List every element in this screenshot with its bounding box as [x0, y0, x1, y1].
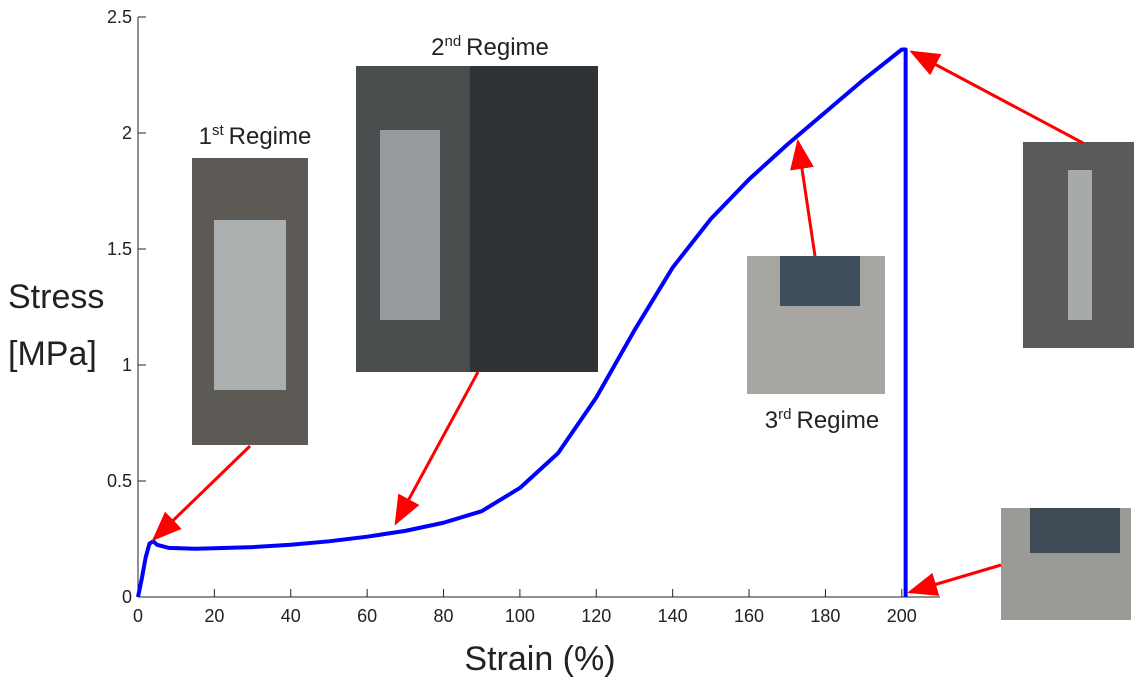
annotation-word: Regime — [229, 123, 312, 150]
x-tick-label: 120 — [581, 606, 611, 626]
x-tick-label: 180 — [810, 606, 840, 626]
annotation-suffix: rd — [778, 406, 791, 423]
x-tick-label: 140 — [658, 606, 688, 626]
y-tick-label: 2.5 — [107, 7, 132, 27]
chart: 0 20 40 60 80 100 120 140 160 180 200 0 0.5 1 1.5 2 2.5 S… — [0, 0, 1134, 679]
y-tick-label: 0.5 — [107, 471, 132, 491]
x-tick-label: 160 — [734, 606, 764, 626]
arrow — [798, 142, 815, 256]
annotation-suffix: nd — [444, 33, 461, 50]
y-tick-label: 0 — [122, 587, 132, 607]
arrow — [910, 565, 1001, 592]
y-tick-label: 1 — [122, 355, 132, 375]
photo-grip — [1030, 508, 1120, 553]
y-tick-label: 2 — [122, 123, 132, 143]
x-tick-label: 40 — [281, 606, 301, 626]
annotation-number: 1 — [199, 123, 212, 150]
x-tick-label: 200 — [887, 606, 917, 626]
photo-specimen — [380, 130, 440, 320]
annotation-number: 2 — [431, 34, 444, 61]
photo-grip — [780, 256, 860, 306]
annotation-word: Regime — [466, 34, 549, 61]
annotation-word: Regime — [797, 407, 880, 434]
annotation-number: 3 — [765, 407, 778, 434]
annotation: 3rd Regime — [765, 406, 879, 434]
photos — [192, 66, 1134, 620]
arrow — [396, 372, 478, 523]
photo-specimen — [1068, 170, 1092, 320]
y-axis-label: Stress — [8, 278, 104, 316]
arrow — [154, 446, 250, 539]
x-tick-label: 20 — [204, 606, 224, 626]
photo-panel — [470, 66, 598, 372]
x-axis-label: Strain (%) — [464, 640, 615, 678]
x-tick-label: 60 — [357, 606, 377, 626]
annotation: 2nd Regime — [431, 33, 549, 61]
photo-specimen — [214, 220, 286, 390]
annotation-suffix: st — [212, 122, 225, 139]
y-axis-label: [MPa] — [8, 335, 97, 373]
x-tick-label: 0 — [133, 606, 143, 626]
x-tick-label: 100 — [505, 606, 535, 626]
arrow — [912, 52, 1083, 143]
x-tick-label: 80 — [434, 606, 454, 626]
y-tick-label: 1.5 — [107, 239, 132, 259]
